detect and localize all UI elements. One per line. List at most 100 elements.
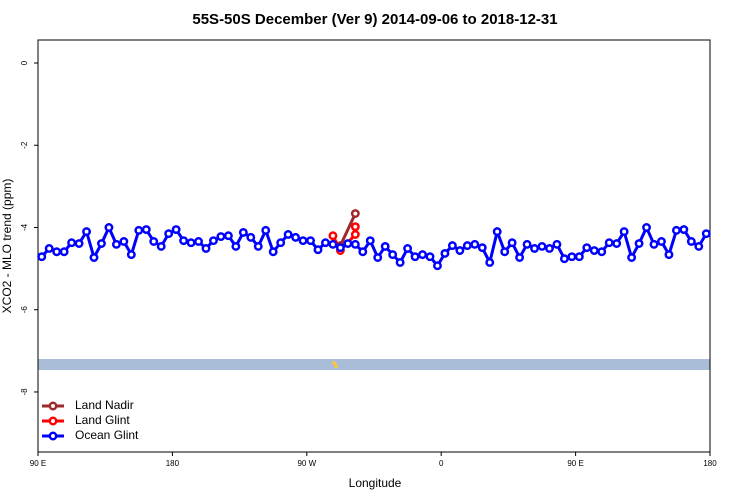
data-point bbox=[126, 250, 136, 260]
data-point bbox=[328, 239, 338, 249]
data-point bbox=[462, 241, 472, 251]
data-point bbox=[433, 261, 442, 271]
data-point bbox=[671, 225, 681, 235]
data-point bbox=[597, 247, 607, 257]
data-point bbox=[283, 230, 293, 239]
x-tick-label: 90 E bbox=[30, 459, 46, 468]
legend-marker bbox=[48, 416, 58, 426]
data-point bbox=[261, 225, 271, 235]
data-point bbox=[470, 239, 480, 249]
data-point bbox=[350, 239, 360, 249]
data-point bbox=[343, 239, 353, 248]
data-point bbox=[335, 243, 345, 253]
data-point bbox=[350, 230, 360, 239]
legend-label: Land Glint bbox=[75, 413, 130, 427]
data-point bbox=[216, 232, 226, 241]
data-point bbox=[246, 232, 256, 242]
data-point bbox=[194, 237, 203, 246]
data-point bbox=[104, 223, 114, 232]
coverage-band bbox=[38, 359, 710, 370]
data-point bbox=[358, 247, 368, 257]
data-point bbox=[119, 237, 129, 246]
data-point bbox=[149, 237, 159, 246]
data-point bbox=[589, 246, 599, 255]
data-point bbox=[238, 227, 248, 237]
data-point bbox=[686, 237, 696, 246]
data-point bbox=[627, 253, 637, 262]
legend-marker bbox=[48, 431, 58, 441]
data-point bbox=[515, 253, 525, 262]
data-point bbox=[171, 225, 181, 235]
data-point bbox=[231, 241, 241, 251]
x-tick-label: 0 bbox=[439, 459, 444, 468]
data-point bbox=[365, 236, 375, 246]
data-point bbox=[418, 250, 427, 260]
legend-label: Ocean Glint bbox=[75, 428, 139, 442]
coverage-dot bbox=[334, 364, 338, 368]
data-point bbox=[67, 238, 77, 248]
data-point bbox=[530, 244, 539, 253]
data-point bbox=[59, 247, 69, 257]
data-point bbox=[44, 244, 54, 253]
data-point bbox=[694, 241, 704, 251]
x-tick-label: 90 E bbox=[567, 459, 583, 468]
coverage-dot bbox=[332, 361, 336, 365]
data-point bbox=[380, 241, 390, 251]
data-point bbox=[373, 253, 383, 262]
data-point bbox=[642, 223, 651, 232]
data-point bbox=[477, 243, 487, 253]
data-point bbox=[291, 232, 301, 242]
data-point bbox=[522, 239, 532, 249]
data-point bbox=[298, 236, 308, 246]
data-point bbox=[604, 238, 614, 248]
data-point bbox=[97, 239, 106, 248]
x-axis-label: Longitude bbox=[349, 476, 402, 490]
data-point bbox=[567, 252, 577, 262]
data-point bbox=[485, 257, 495, 267]
x-tick-label: 180 bbox=[703, 459, 717, 468]
data-point bbox=[574, 252, 584, 262]
data-point bbox=[156, 241, 166, 251]
data-point bbox=[321, 238, 330, 248]
data-point bbox=[223, 231, 233, 241]
series bbox=[37, 223, 711, 271]
data-point bbox=[276, 238, 286, 248]
data-point bbox=[179, 236, 189, 246]
data-point bbox=[350, 209, 360, 218]
data-point bbox=[612, 239, 622, 248]
data-point bbox=[403, 244, 413, 253]
y-tick-label: -8 bbox=[20, 388, 29, 396]
data-point bbox=[619, 227, 629, 237]
data-point bbox=[701, 229, 711, 239]
data-point bbox=[664, 250, 674, 260]
y-axis-label: XCO2 - MLO trend (ppm) bbox=[0, 179, 14, 314]
y-tick-label: -2 bbox=[20, 141, 29, 149]
data-point bbox=[52, 247, 62, 257]
legend-label: Land Nadir bbox=[75, 398, 134, 412]
chart-title: 55S-50S December (Ver 9) 2014-09-06 to 2… bbox=[192, 11, 557, 28]
data-point bbox=[209, 236, 218, 246]
data-point bbox=[657, 237, 666, 246]
data-point bbox=[268, 247, 278, 257]
data-point bbox=[74, 239, 84, 248]
data-point bbox=[492, 227, 502, 237]
data-point bbox=[649, 239, 659, 249]
x-tick-label: 180 bbox=[166, 459, 180, 468]
data-point bbox=[328, 231, 338, 241]
y-tick-label: 0 bbox=[20, 60, 29, 65]
data-point bbox=[507, 238, 517, 248]
data-point bbox=[306, 236, 315, 246]
data-point bbox=[559, 254, 569, 264]
data-point bbox=[545, 244, 554, 253]
data-point bbox=[552, 239, 562, 249]
data-point bbox=[455, 246, 465, 255]
data-point bbox=[134, 225, 144, 235]
y-tick-label: -6 bbox=[20, 306, 29, 314]
data-point bbox=[164, 229, 174, 239]
data-point bbox=[395, 257, 405, 267]
data-point bbox=[388, 250, 398, 260]
y-tick-label: -4 bbox=[20, 223, 29, 231]
data-point bbox=[410, 252, 420, 262]
data-point bbox=[582, 243, 592, 253]
